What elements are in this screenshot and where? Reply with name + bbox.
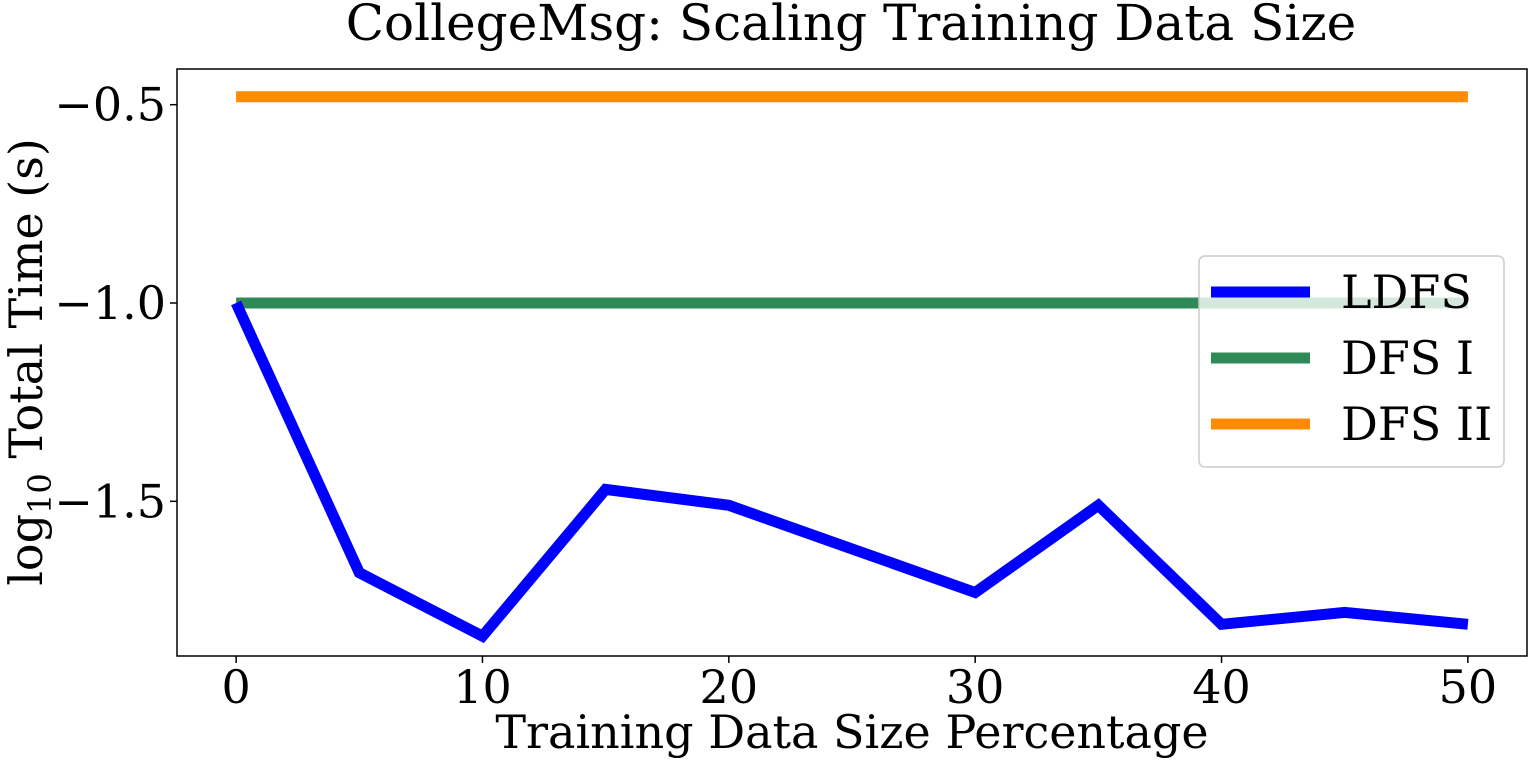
x-tick-label: 0 xyxy=(221,660,250,714)
x-tick-label: 10 xyxy=(453,660,512,714)
plot-frame xyxy=(176,68,1528,657)
y-tick-label: −1.5 xyxy=(54,474,166,528)
y-axis-label-prefix: log xyxy=(0,514,53,586)
y-tick-label: −0.5 xyxy=(54,78,166,132)
x-tick-label: 50 xyxy=(1439,660,1498,714)
legend-label-dfs-i: DFS I xyxy=(1341,331,1474,385)
x-tick-label: 40 xyxy=(1192,660,1251,714)
legend-box xyxy=(1198,255,1505,468)
legend: LDFS DFS I DFS II xyxy=(1198,255,1505,468)
y-axis: −0.5 −1.0 −1.5 xyxy=(54,78,177,528)
legend-label-ldfs: LDFS xyxy=(1341,265,1472,319)
legend-label-dfs-ii: DFS II xyxy=(1341,397,1492,451)
x-axis: 0 10 20 30 40 50 xyxy=(221,656,1497,714)
x-tick-label: 30 xyxy=(946,660,1005,714)
y-tick-label: −1.0 xyxy=(54,276,166,330)
y-axis-label-suffix: Total Time (s) xyxy=(0,138,53,473)
series-line-ldfs xyxy=(231,300,1469,644)
x-tick-label: 20 xyxy=(700,660,759,714)
x-axis-label: Training Data Size Percentage xyxy=(495,705,1208,759)
chart-title: CollegeMsg: Scaling Training Data Size xyxy=(346,0,1357,52)
y-axis-label: log10 Total Time (s) xyxy=(0,138,59,586)
y-axis-label-subscript: 10 xyxy=(21,473,59,514)
